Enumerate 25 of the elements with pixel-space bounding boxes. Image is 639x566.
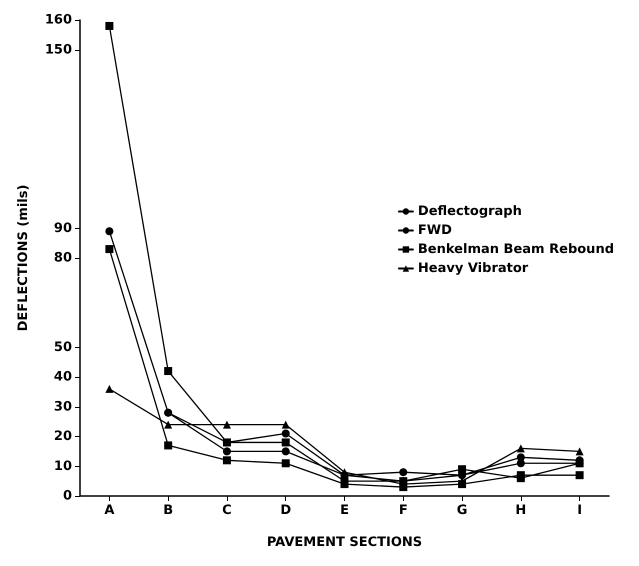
x-tick-label: D <box>280 503 292 518</box>
y-axis-title: DEFLECTIONS (mils) <box>16 184 31 332</box>
y-tick-label: 30 <box>54 399 72 414</box>
x-tick-label: G <box>456 503 468 518</box>
y-tick-label: 0 <box>62 488 72 504</box>
y-tick-label: 40 <box>54 370 72 384</box>
legend-label: FWD <box>418 223 452 238</box>
y-tick-label: 80 <box>54 250 72 266</box>
x-axis-title: PAVEMENT SECTIONS <box>266 535 422 550</box>
x-tick-label: F <box>398 503 408 518</box>
y-tick-label: 50 <box>54 340 72 355</box>
legend-label: Heavy Vibrator <box>418 261 529 276</box>
y-tick-label: 150 <box>44 42 72 58</box>
legend-label: Benkelman Beam Rebound <box>418 242 614 257</box>
x-tick-label: I <box>577 503 582 518</box>
y-tick-label: 160 <box>44 12 72 28</box>
x-tick-label: A <box>104 503 114 518</box>
y-tick-label: 10 <box>54 458 72 474</box>
y-tick-label: 20 <box>54 429 72 444</box>
x-tick-label: H <box>515 503 526 518</box>
y-tick-label: 90 <box>54 220 72 236</box>
x-tick-label: C <box>222 503 232 518</box>
x-tick-label: E <box>340 503 349 518</box>
legend-label: Deflectograph <box>418 204 522 219</box>
x-tick-label: B <box>163 503 174 518</box>
